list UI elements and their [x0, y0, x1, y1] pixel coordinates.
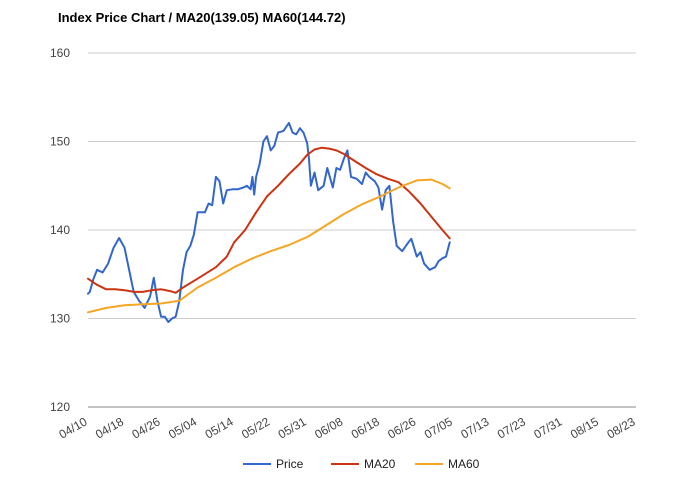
y-tick-label: 120	[50, 400, 70, 414]
y-tick-label: 150	[50, 135, 70, 149]
y-tick-label: 140	[50, 223, 70, 237]
chart-title: Index Price Chart / MA20(139.05) MA60(14…	[58, 10, 346, 25]
series-line-ma20	[87, 146, 451, 294]
x-tick-label: 06/08	[312, 414, 345, 441]
x-tick-label: 07/05	[422, 414, 455, 441]
x-tick-label: 04/26	[130, 414, 163, 441]
x-tick-label: 04/10	[56, 414, 89, 441]
x-tick-label: 08/15	[568, 414, 601, 441]
legend-label-price: Price	[276, 457, 304, 471]
x-axis-ticks: 04/10 04/18 04/26 05/04 05/14 05/22 05/31 06/08…	[56, 414, 637, 441]
y-axis-ticks: 120 130 140 150 160	[50, 46, 70, 414]
x-tick-label: 04/18	[93, 414, 126, 441]
x-tick-label: 07/31	[531, 414, 564, 441]
legend: Price MA20 MA60	[243, 457, 480, 471]
series-line-ma60	[87, 178, 451, 314]
x-tick-label: 07/23	[495, 414, 528, 441]
series-lines	[87, 121, 451, 323]
legend-label-ma20: MA20	[364, 457, 396, 471]
x-tick-label: 05/31	[276, 414, 309, 441]
x-tick-label: 06/18	[349, 414, 382, 441]
legend-label-ma60: MA60	[448, 457, 480, 471]
x-tick-label: 05/14	[203, 414, 236, 441]
gridlines	[88, 52, 636, 408]
x-tick-label: 05/04	[166, 414, 199, 441]
y-tick-label: 160	[50, 46, 70, 60]
x-tick-label: 08/23	[604, 414, 637, 441]
series-line-price	[87, 121, 451, 323]
x-tick-label: 07/13	[458, 414, 491, 441]
y-tick-label: 130	[50, 312, 70, 326]
x-tick-label: 06/26	[385, 414, 418, 441]
x-tick-label: 05/22	[239, 414, 272, 441]
